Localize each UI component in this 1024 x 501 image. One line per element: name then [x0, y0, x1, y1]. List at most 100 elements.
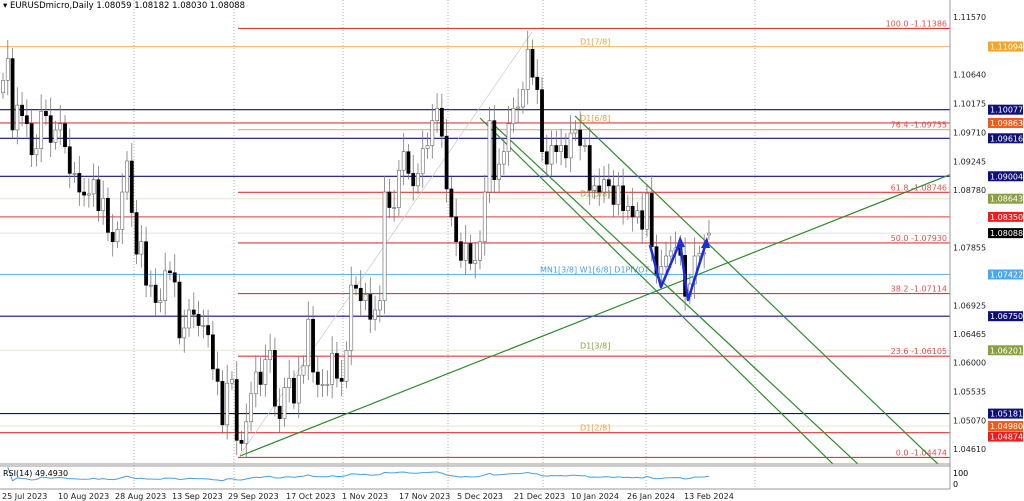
price-axis-level-labels: 1.11094 1.10077 1.09863 1.09616 1.09004 1.086… [988, 41, 1023, 442]
candle [196, 300, 201, 337]
candle-body [473, 260, 478, 264]
trendlines [239, 31, 987, 466]
candle-body [234, 379, 239, 441]
candle-body [110, 232, 115, 243]
candle [549, 130, 554, 176]
candle [387, 178, 392, 219]
candle [191, 292, 196, 329]
triangle-down-icon[interactable]: ▾ [3, 1, 8, 11]
candle-body [578, 129, 583, 146]
zigzag-arrows[interactable] [648, 236, 710, 302]
candle-body [492, 120, 497, 180]
candle [101, 180, 106, 225]
candle [306, 301, 311, 380]
candle [382, 175, 387, 314]
candle [244, 403, 249, 458]
candle-body [230, 379, 234, 384]
candle-body [625, 206, 630, 211]
candle-body [206, 325, 211, 336]
candle-body [129, 160, 134, 213]
candle [158, 288, 163, 313]
y-tick-label: 1.06925 [953, 301, 986, 310]
candle [540, 77, 544, 162]
candle [692, 237, 697, 299]
candle [292, 370, 296, 410]
candle [563, 133, 568, 168]
x-tick-label: 1 Nov 2023 [342, 492, 388, 501]
candle [449, 176, 454, 227]
candle-body [544, 151, 549, 165]
candle-body [602, 179, 606, 193]
candle [334, 341, 339, 388]
candle [82, 178, 86, 207]
candle-body [630, 206, 635, 218]
uptrend-line[interactable] [239, 160, 987, 457]
candle [110, 213, 115, 257]
rsi-axis-100: 100 [953, 469, 968, 478]
candle-body [621, 185, 626, 211]
candle-body [611, 185, 616, 205]
candle-body [401, 151, 406, 171]
candle-body [668, 250, 673, 257]
level-label: 100.0 -1.11386 [886, 19, 947, 28]
candle-body [148, 284, 153, 287]
level-label: D1[5/8] [580, 190, 610, 199]
x-tick-label: 17 Nov 2023 [399, 492, 450, 501]
candle-body [559, 145, 563, 152]
candle-body [554, 145, 559, 152]
y-tick-label: 1.08780 [953, 186, 986, 195]
arrowhead-icon [701, 237, 710, 248]
candle [473, 241, 478, 279]
candle-body [72, 173, 77, 175]
candle [63, 115, 67, 154]
candle-body [330, 353, 335, 385]
candle [67, 128, 72, 189]
candle-body [258, 371, 263, 385]
channel-line-upper[interactable] [574, 115, 940, 466]
candle [611, 170, 616, 218]
candle-body [549, 145, 554, 165]
channel-line-middle[interactable] [493, 124, 860, 466]
candle [354, 276, 358, 296]
candle [44, 99, 48, 126]
candle [444, 119, 449, 203]
level-label: 0.0 -1.04474 [896, 448, 947, 457]
candle [573, 120, 578, 141]
candle-body [497, 163, 501, 180]
candle-body [53, 129, 58, 143]
axis-level-badge [988, 408, 1023, 419]
candle [24, 99, 29, 137]
candle [587, 127, 592, 205]
candle-body [521, 89, 525, 108]
candle-body [225, 382, 230, 426]
candle-body [430, 120, 435, 146]
candle-body [478, 241, 482, 261]
candle-body [120, 191, 125, 230]
candle-body [540, 89, 544, 152]
candle-body [215, 368, 220, 382]
candle [29, 108, 34, 168]
candle [287, 359, 292, 403]
candle [349, 266, 354, 366]
candle-body [320, 384, 325, 386]
candle [39, 94, 44, 163]
candle-body [616, 185, 621, 205]
candle [339, 359, 344, 396]
candle [430, 104, 435, 159]
candle [368, 277, 373, 333]
y-tick-label: 1.05070 [953, 416, 986, 425]
axis-level-badge [988, 269, 1023, 280]
candle [53, 120, 58, 150]
y-tick-label: 1.04610 [953, 445, 986, 454]
candle-body [501, 151, 506, 165]
candle [568, 115, 573, 173]
channel-line-lower[interactable] [479, 117, 835, 466]
candle-body [482, 191, 487, 243]
candle-body [277, 405, 282, 419]
candle [86, 178, 91, 208]
axis-level-badge [988, 117, 1023, 128]
candle [215, 351, 220, 396]
candle [277, 388, 282, 433]
candle-body [268, 350, 273, 360]
